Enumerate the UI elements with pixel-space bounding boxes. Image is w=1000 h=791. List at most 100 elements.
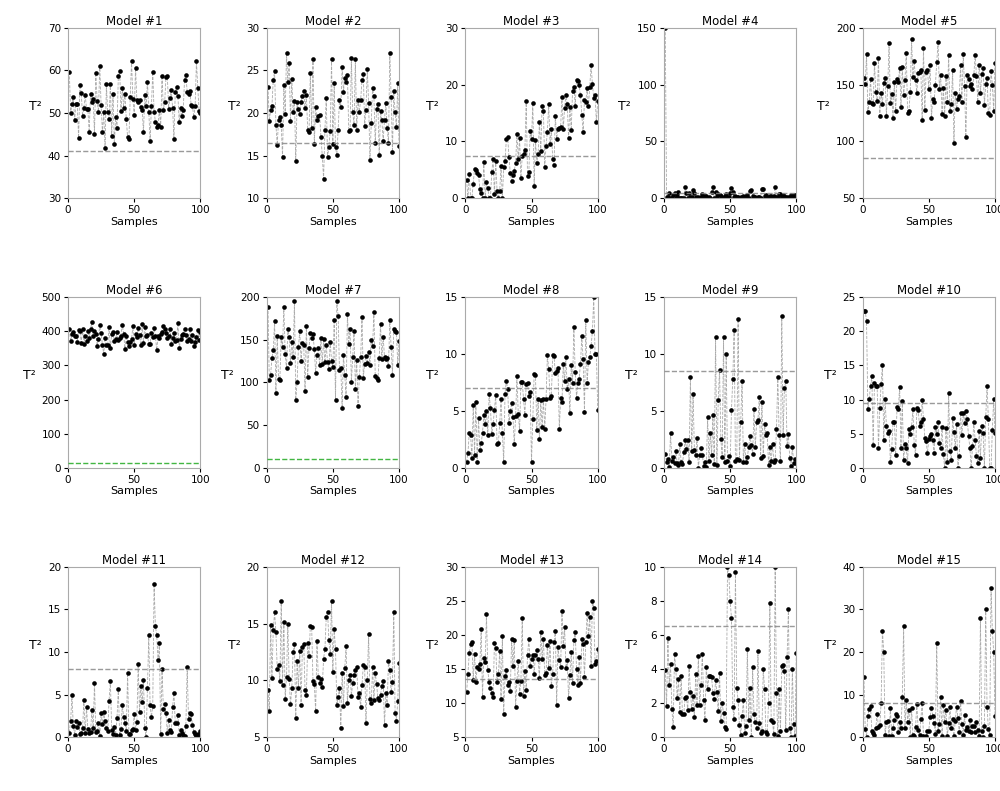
X-axis label: Samples: Samples bbox=[309, 755, 357, 766]
Point bbox=[545, 668, 561, 680]
Point bbox=[566, 81, 582, 93]
Point bbox=[741, 440, 757, 452]
Point bbox=[946, 729, 962, 742]
Point bbox=[280, 617, 296, 630]
Point bbox=[917, 431, 933, 444]
Point bbox=[384, 146, 400, 158]
Point bbox=[533, 626, 549, 638]
Point bbox=[331, 93, 347, 106]
Point bbox=[933, 69, 949, 81]
Point bbox=[657, 664, 673, 676]
Point bbox=[866, 377, 882, 389]
Y-axis label: T²: T² bbox=[228, 100, 240, 113]
Point bbox=[788, 189, 804, 202]
Point bbox=[730, 191, 746, 203]
Point bbox=[463, 429, 479, 441]
Point bbox=[686, 187, 702, 200]
Point bbox=[486, 188, 502, 201]
Point bbox=[357, 661, 373, 674]
Point bbox=[369, 103, 385, 115]
Point bbox=[363, 117, 379, 130]
Point bbox=[909, 402, 925, 414]
Point bbox=[713, 189, 729, 202]
Point bbox=[314, 149, 330, 162]
Point bbox=[120, 335, 136, 348]
Point bbox=[962, 713, 978, 726]
Point bbox=[716, 707, 732, 720]
Point bbox=[120, 667, 136, 679]
Point bbox=[265, 74, 281, 86]
Point bbox=[473, 187, 489, 199]
Point bbox=[869, 94, 885, 107]
Point bbox=[163, 726, 179, 739]
Point bbox=[508, 157, 524, 169]
Point bbox=[963, 726, 979, 739]
Point bbox=[542, 634, 558, 647]
Point bbox=[557, 101, 573, 114]
Point bbox=[162, 724, 178, 736]
Point bbox=[874, 359, 890, 372]
Point bbox=[565, 84, 581, 97]
Point bbox=[953, 407, 969, 419]
Point bbox=[966, 720, 982, 732]
Point bbox=[516, 393, 532, 406]
Point bbox=[104, 724, 120, 736]
Point bbox=[322, 335, 338, 348]
Point bbox=[297, 102, 313, 115]
Point bbox=[175, 729, 191, 742]
Point bbox=[275, 150, 291, 163]
Point bbox=[330, 123, 346, 136]
Point bbox=[350, 94, 366, 107]
Point bbox=[138, 731, 154, 744]
Point bbox=[335, 349, 351, 361]
Point bbox=[471, 663, 487, 676]
Point bbox=[527, 649, 543, 661]
Point bbox=[949, 103, 965, 115]
Point bbox=[80, 103, 96, 115]
Point bbox=[584, 325, 600, 338]
Point bbox=[926, 447, 942, 460]
Point bbox=[697, 456, 713, 468]
Point bbox=[305, 53, 321, 66]
Point bbox=[723, 403, 739, 416]
Point bbox=[923, 112, 939, 124]
Point bbox=[350, 691, 366, 703]
Point bbox=[489, 185, 505, 198]
Point bbox=[288, 394, 304, 407]
Point bbox=[747, 441, 763, 453]
Point bbox=[539, 638, 555, 651]
Point bbox=[324, 53, 340, 66]
Point bbox=[698, 189, 714, 202]
Point bbox=[88, 66, 104, 79]
Point bbox=[681, 660, 697, 672]
Point bbox=[116, 327, 132, 340]
Point bbox=[317, 643, 333, 656]
Point bbox=[935, 448, 951, 460]
Point bbox=[482, 402, 498, 414]
Point bbox=[75, 324, 91, 336]
Point bbox=[281, 672, 297, 685]
Point bbox=[481, 676, 497, 689]
Point bbox=[870, 721, 886, 734]
Point bbox=[892, 380, 908, 393]
Point bbox=[672, 438, 688, 451]
Point bbox=[731, 453, 747, 466]
Point bbox=[302, 66, 318, 79]
Point bbox=[361, 97, 377, 109]
Point bbox=[765, 437, 781, 450]
Point bbox=[529, 423, 545, 436]
Point bbox=[735, 190, 751, 202]
Point bbox=[130, 322, 146, 335]
Point bbox=[976, 461, 992, 474]
Point bbox=[909, 86, 925, 99]
Point bbox=[482, 682, 498, 694]
Point bbox=[349, 354, 365, 366]
Point bbox=[350, 399, 366, 412]
Point bbox=[530, 393, 546, 406]
Point bbox=[719, 454, 735, 467]
Point bbox=[190, 81, 206, 94]
Point bbox=[779, 440, 795, 452]
Point bbox=[116, 711, 132, 724]
Point bbox=[109, 326, 125, 339]
Point bbox=[61, 726, 77, 739]
